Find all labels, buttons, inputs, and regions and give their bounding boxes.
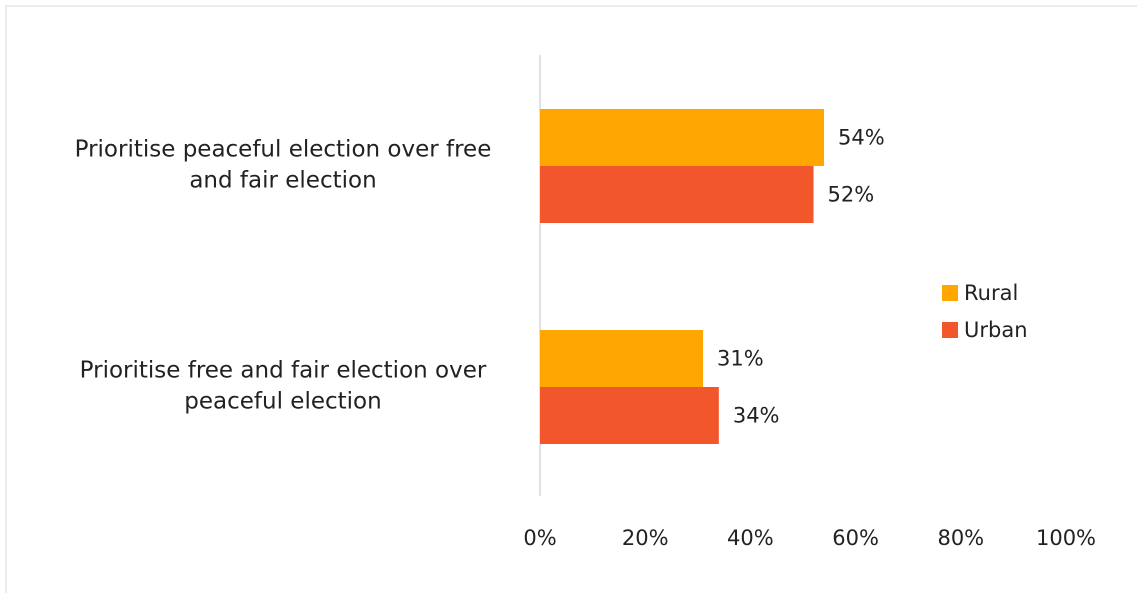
legend-swatch-rural: [942, 285, 958, 301]
x-tick-label-20: 20%: [622, 526, 669, 550]
x-tick-label-80: 80%: [937, 526, 984, 550]
data-label-rural-1: 54%: [838, 126, 885, 150]
bar-urban-1: [540, 166, 814, 223]
category-label-2: Prioritise free and fair election over pe…: [80, 358, 487, 415]
legend-label-rural: Rural: [964, 281, 1018, 305]
data-label-urban-2: 34%: [733, 404, 780, 428]
bar-rural-2: [540, 330, 704, 387]
category-label-line: Prioritise peaceful election over free: [75, 137, 492, 163]
bars: [540, 109, 825, 444]
x-tick-label-40: 40%: [727, 526, 774, 550]
legend-label-urban: Urban: [964, 318, 1028, 342]
category-label-line: Prioritise free and fair election over: [80, 358, 487, 384]
x-tick-labels: 0% 20% 40% 60% 80% 100%: [523, 526, 1096, 550]
x-tick-label-100: 100%: [1036, 526, 1096, 550]
category-label-line: and fair election: [189, 168, 376, 194]
legend-swatch-urban: [942, 322, 958, 338]
x-tick-label-0: 0%: [523, 526, 556, 550]
x-tick-label-60: 60%: [832, 526, 879, 550]
legend: Rural Urban: [942, 281, 1028, 342]
category-label-1: Prioritise peaceful election over free an…: [75, 137, 492, 194]
data-label-urban-1: 52%: [828, 183, 875, 207]
category-label-line: peaceful election: [184, 389, 381, 415]
data-label-rural-2: 31%: [717, 347, 764, 371]
bar-rural-1: [540, 109, 825, 166]
category-labels: Prioritise peaceful election over free an…: [75, 137, 492, 415]
bar-urban-2: [540, 387, 719, 444]
data-labels: 54% 31% 52% 34%: [717, 126, 885, 428]
